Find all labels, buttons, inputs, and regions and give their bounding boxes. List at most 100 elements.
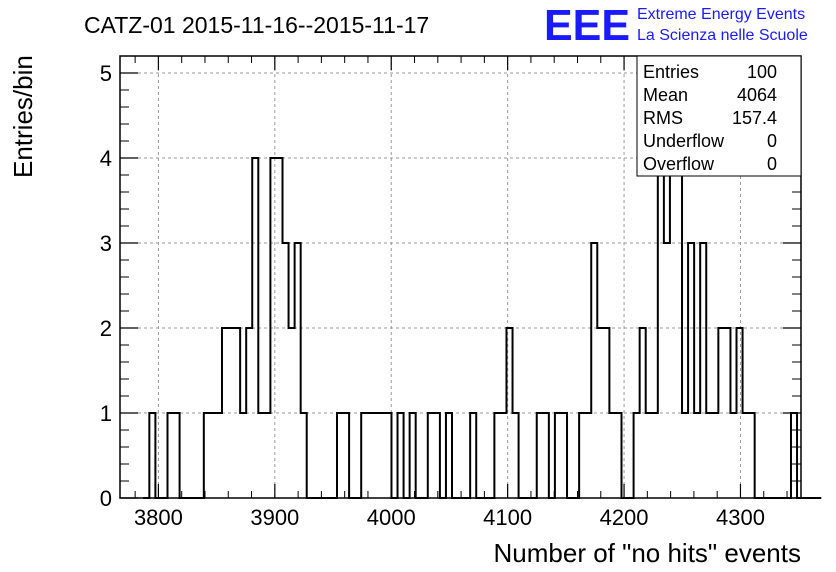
histogram-bin [561,413,567,498]
logo-line-1: Extreme Energy Events [637,6,805,23]
histogram-bin [640,328,646,498]
histogram-bin [749,413,755,498]
histogram-bin [222,328,228,498]
stats-underflow-label: Underflow [643,131,725,151]
stats-overflow-label: Overflow [643,154,715,174]
histogram-bin [700,243,706,498]
histogram-bin [646,413,652,498]
stats-overflow-value: 0 [767,154,777,174]
histogram-bin [470,413,476,498]
histogram-bin [688,243,694,498]
y-tick-label: 4 [100,146,112,171]
histogram-bin [494,413,500,498]
histogram-bin [591,243,597,498]
histogram-bin [506,328,512,498]
stats-box-frame [636,55,802,177]
histogram-bin [597,328,603,498]
histogram-bin [537,413,543,498]
x-tick-label: 4100 [483,505,532,530]
histogram-bin [585,413,591,498]
y-tick-label: 3 [100,231,112,256]
stats-mean-value: 4064 [737,85,777,105]
histogram-bin [252,158,258,498]
histogram-bin [289,328,295,498]
stats-rms-label: RMS [643,108,683,128]
stats-box: Entries 100 Mean 4064 RMS 157.4 Underflo… [636,55,802,177]
histogram-bin [295,243,301,498]
histogram-bin [706,413,712,498]
histogram-bin [167,413,173,498]
eee-logo: EEE Extreme Energy Events La Scienza nel… [544,1,808,50]
histogram-bin [737,328,743,498]
x-tick-label: 3900 [250,505,299,530]
histogram-bin [743,413,749,498]
histogram-bin [615,413,621,498]
x-tick-label: 4200 [600,505,649,530]
logo-line-2: La Scienza nelle Scuole [637,27,808,44]
histogram-bin [634,413,640,498]
histogram-bin [513,413,519,498]
histogram-bin [379,413,385,498]
histogram-bin [149,413,155,498]
x-tick-label: 4300 [716,505,765,530]
histogram-bin [361,413,367,498]
histogram-bin [718,328,724,498]
histogram-bin [398,413,404,498]
histogram-bin [682,413,688,498]
logo-mark: EEE [544,1,630,50]
x-axis-title: Number of "no hits" events [494,538,802,568]
x-tick-label: 4000 [367,505,416,530]
y-axis-title: Entries/bin [8,55,38,178]
stats-mean-label: Mean [643,85,688,105]
histogram-bin [791,413,797,498]
histogram-bin [730,413,736,498]
histogram-bin [694,413,700,498]
histogram-bin [446,413,452,498]
histogram-bin [204,413,210,498]
histogram-bin [283,243,289,498]
histogram-bin [385,413,391,498]
stats-rms-value: 157.4 [732,108,777,128]
y-tick-label: 5 [100,61,112,86]
histogram-bin [276,158,282,498]
histogram-bin [337,413,343,498]
x-axis-ticks: 3800 3900 4000 4100 4200 4300 [134,56,788,530]
histogram-bin [246,328,252,498]
histogram-bin [210,413,216,498]
histogram-bin [658,158,664,498]
stats-underflow-value: 0 [767,131,777,151]
histogram-bin [579,413,585,498]
histogram-bin [240,413,246,498]
stats-entries-label: Entries [643,62,699,82]
histogram-bin [258,413,264,498]
x-tick-label: 3800 [134,505,183,530]
histogram-bin [174,413,180,498]
y-tick-label: 0 [100,486,112,511]
histogram-bin [434,413,440,498]
histogram-bin [301,413,307,498]
histogram-bin [652,413,658,498]
histogram-bin [724,328,730,498]
histogram-bin [234,328,240,498]
histogram-bin [428,413,434,498]
histogram-bin [264,413,270,498]
y-tick-label: 2 [100,316,112,341]
chart-title: CATZ-01 2015-11-16--2015-11-17 [84,12,429,38]
histogram-bin [343,413,349,498]
histogram-bin [410,413,416,498]
histogram-bin [367,413,373,498]
histogram-bin [228,328,234,498]
histogram-bin [664,243,670,498]
histogram-bin [555,413,561,498]
histogram-bin [609,413,615,498]
plot-frame [119,55,802,499]
histogram-bin [543,413,549,498]
stats-entries-value: 100 [747,62,777,82]
histogram-bin [270,158,276,498]
histogram-bin [373,413,379,498]
histogram-bin [216,413,222,498]
histogram-bin [676,158,682,498]
histogram-bin [603,328,609,498]
y-tick-label: 1 [100,401,112,426]
